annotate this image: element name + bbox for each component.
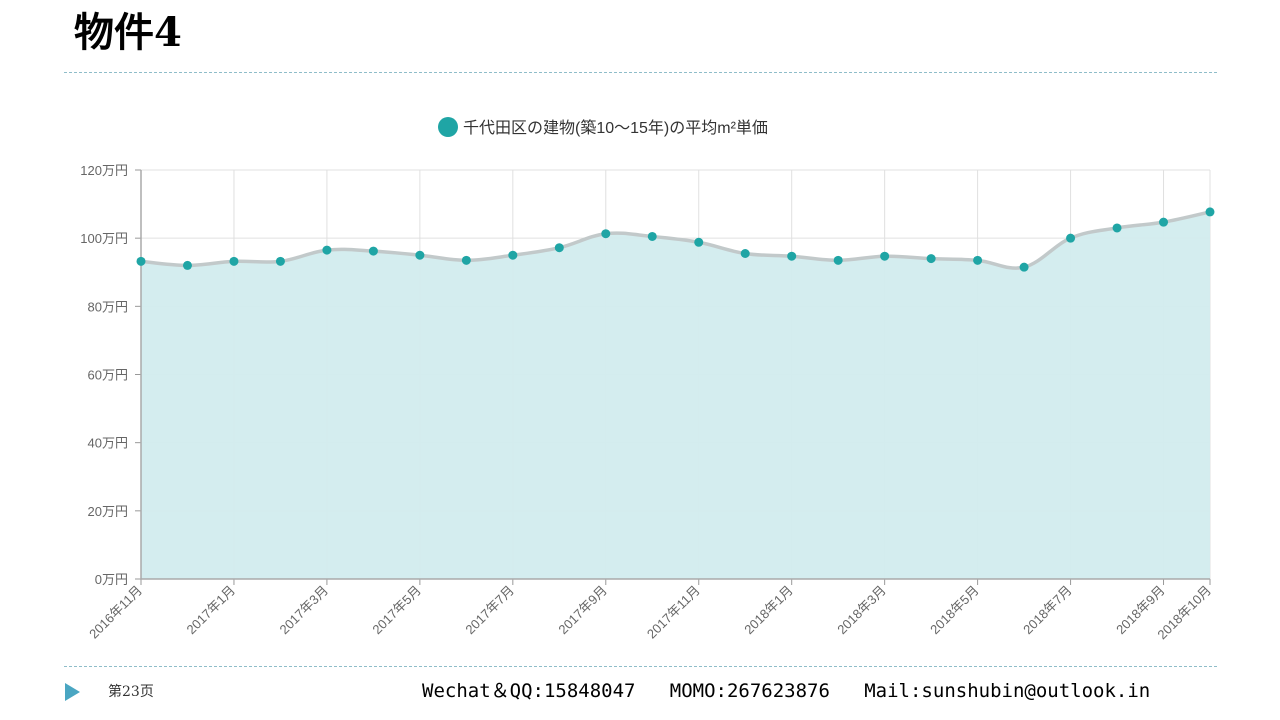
x-tick-label: 2018年5月 [927, 583, 982, 638]
y-tick-label: 20万円 [88, 504, 128, 519]
data-point [973, 255, 983, 265]
x-tick-label: 2018年1月 [741, 583, 796, 638]
x-tick-label: 2018年3月 [834, 583, 889, 638]
data-point [182, 260, 192, 270]
data-point [136, 256, 146, 266]
data-point [554, 243, 564, 253]
contact-info: Wechat＆QQ:15848047 MOMO:267623876 Mail:s… [422, 680, 1151, 702]
legend-label: 千代田区の建物(築10～15年)の平均m²単価 [463, 119, 768, 137]
y-tick-label: 80万円 [88, 299, 128, 314]
y-tick-label: 60万円 [88, 368, 128, 383]
x-tick-label: 2018年7月 [1020, 583, 1075, 638]
x-tick-label: 2017年1月 [184, 583, 239, 638]
data-point [1205, 207, 1215, 217]
x-tick-label: 2017年11月 [644, 583, 703, 642]
data-point [647, 231, 657, 241]
data-point [833, 255, 843, 265]
data-point [508, 250, 518, 260]
data-point [275, 256, 285, 266]
data-point [1112, 223, 1122, 233]
data-point [601, 229, 611, 239]
y-tick-label: 0万円 [95, 572, 128, 587]
x-tick-label: 2017年5月 [369, 583, 424, 638]
data-point [740, 249, 750, 259]
data-point [461, 255, 471, 265]
x-tick-label: 2017年7月 [462, 583, 517, 638]
data-point [415, 250, 425, 260]
data-point [322, 245, 332, 255]
page-number: 第23页 [108, 684, 154, 700]
data-point [880, 251, 890, 261]
bottom-divider [64, 666, 1217, 667]
legend-marker [438, 117, 458, 137]
y-tick-label: 120万円 [80, 163, 128, 178]
x-tick-label: 2017年9月 [555, 583, 610, 638]
play-arrow-icon [65, 683, 80, 701]
y-tick-label: 100万円 [80, 231, 128, 246]
data-point [926, 254, 936, 264]
top-divider [64, 72, 1217, 73]
data-point [368, 246, 378, 256]
data-point [787, 251, 797, 261]
series-area [141, 211, 1210, 580]
x-tick-label: 2017年3月 [276, 583, 331, 638]
data-point [1066, 233, 1076, 243]
x-tick-label: 2016年11月 [86, 583, 145, 642]
data-point [1019, 262, 1029, 272]
data-point [229, 256, 239, 266]
slide-title: 物件4 [74, 9, 182, 56]
y-tick-label: 40万円 [88, 436, 128, 451]
data-point [694, 237, 704, 247]
data-point [1159, 217, 1169, 227]
